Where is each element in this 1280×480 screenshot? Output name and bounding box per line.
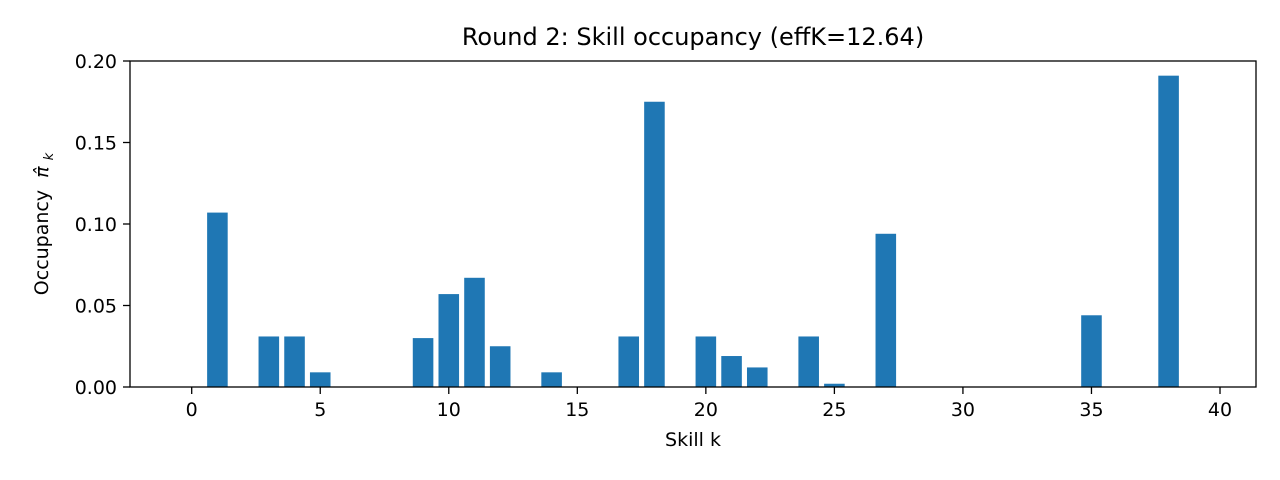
bar-skill-18 xyxy=(644,101,665,387)
y-tick-label: 0.00 xyxy=(75,377,117,399)
bar-skill-27 xyxy=(875,233,897,387)
bar-skill-4 xyxy=(284,336,305,387)
x-tick-label: 25 xyxy=(822,399,846,421)
x-tick-label: 20 xyxy=(694,399,718,421)
bar-skill-35 xyxy=(1081,315,1102,387)
y-tick-label: 0.15 xyxy=(75,133,117,155)
chart-title: Round 2: Skill occupancy (effK=12.64) xyxy=(462,23,924,51)
bar-skill-3 xyxy=(258,336,280,387)
x-tick-label: 15 xyxy=(565,399,589,421)
x-tick-label: 0 xyxy=(186,399,198,421)
bar-skill-24 xyxy=(798,336,819,387)
bar-skill-10 xyxy=(438,294,460,387)
bar-skill-11 xyxy=(464,277,485,387)
y-axis-label-text: Occupancy xyxy=(31,190,53,295)
x-tick-label: 35 xyxy=(1079,399,1103,421)
x-tick-label: 10 xyxy=(437,399,461,421)
bars-layer xyxy=(207,75,1179,388)
bar-skill-20 xyxy=(695,336,717,387)
x-tick-label: 5 xyxy=(314,399,326,421)
bar-skill-22 xyxy=(746,367,768,387)
bar-skill-9 xyxy=(412,338,434,387)
x-axis-label: Skill k xyxy=(665,429,721,451)
bar-skill-25 xyxy=(824,383,845,387)
x-ticks: 0 5 10 15 20 25 30 35 40 xyxy=(186,387,1232,421)
bar-skill-5 xyxy=(309,372,331,387)
bar-skill-17 xyxy=(618,336,640,387)
plot-frame xyxy=(129,60,1257,388)
bar-skill-1 xyxy=(207,212,228,387)
y-tick-label: 0.05 xyxy=(75,296,117,318)
y-axis-label-symbol: π̂ xyxy=(31,166,53,178)
y-tick-label: 0.10 xyxy=(75,214,117,236)
bar-skill-12 xyxy=(489,346,511,387)
bar-skill-38 xyxy=(1158,75,1179,388)
bar-skill-14 xyxy=(541,372,562,387)
x-tick-label: 30 xyxy=(951,399,975,421)
y-ticks: 0.00 0.05 0.10 0.15 0.20 xyxy=(75,51,130,399)
bar-skill-21 xyxy=(721,356,742,387)
y-axis-label-subscript: k xyxy=(42,152,57,160)
y-tick-label: 0.20 xyxy=(75,51,117,73)
y-axis-label: Occupancy π̂ k xyxy=(31,152,57,295)
x-tick-label: 40 xyxy=(1208,399,1232,421)
